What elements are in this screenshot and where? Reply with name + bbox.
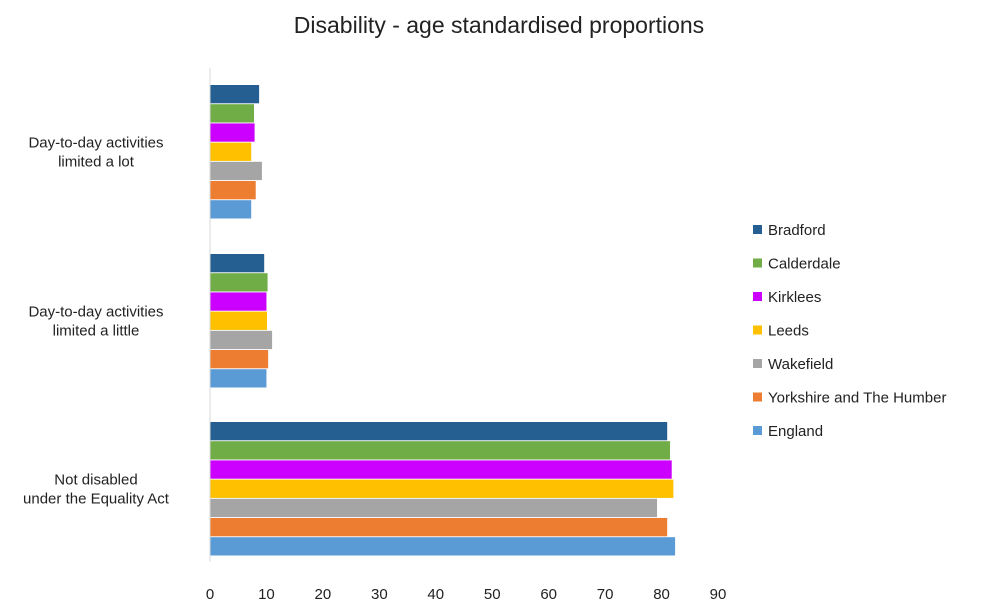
legend-label-wakefield: Wakefield bbox=[768, 356, 833, 373]
legend-swatch-yorkshire-and-the-humber bbox=[753, 392, 762, 402]
x-tick-label: 10 bbox=[258, 586, 275, 602]
legend-swatch-england bbox=[753, 426, 762, 435]
category-labels: Day-to-day activities limited a lot Day-to… bbox=[23, 135, 170, 508]
bar-kirklees-2 bbox=[210, 460, 672, 479]
bar-leeds-0 bbox=[210, 142, 252, 161]
bar-yorkshire-and-the-humber-2 bbox=[210, 518, 668, 537]
x-tick-label: 30 bbox=[371, 586, 388, 602]
legend-swatch-leeds bbox=[753, 325, 762, 335]
x-tick-label: 70 bbox=[597, 586, 614, 602]
x-tick-label: 80 bbox=[653, 586, 670, 602]
bar-calderdale-1 bbox=[210, 273, 268, 292]
x-tick-label: 90 bbox=[710, 586, 727, 602]
bar-kirklees-1 bbox=[210, 292, 267, 311]
category-label: Not disabled under the Equality Act bbox=[23, 472, 170, 508]
x-tick-label: 60 bbox=[540, 586, 557, 602]
legend-label-bradford: Bradford bbox=[768, 222, 826, 239]
bar-kirklees-0 bbox=[210, 123, 255, 142]
x-tick-label: 0 bbox=[206, 586, 214, 602]
bar-wakefield-0 bbox=[210, 161, 262, 181]
bar-england-2 bbox=[210, 537, 676, 556]
bar-wakefield-2 bbox=[210, 498, 658, 518]
bars-layer bbox=[210, 85, 676, 556]
x-tick-label: 50 bbox=[484, 586, 501, 602]
bar-bradford-2 bbox=[210, 422, 668, 441]
bar-leeds-1 bbox=[210, 311, 268, 330]
bar-yorkshire-and-the-humber-0 bbox=[210, 181, 256, 200]
legend: Bradford Calderdale Kirklees Leeds Wakefield… bbox=[753, 222, 946, 440]
x-axis-ticks: 0 10 20 30 40 50 60 70 80 90 bbox=[206, 586, 727, 602]
legend-label-england: England bbox=[768, 423, 823, 440]
legend-swatch-bradford bbox=[753, 225, 762, 234]
x-tick-label: 40 bbox=[427, 586, 444, 602]
legend-label-yorkshire-and-the-humber: Yorkshire and The Humber bbox=[768, 390, 946, 407]
bar-england-0 bbox=[210, 200, 252, 219]
legend-label-calderdale: Calderdale bbox=[768, 256, 841, 273]
bar-bradford-1 bbox=[210, 254, 265, 273]
legend-label-leeds: Leeds bbox=[768, 323, 809, 340]
bar-leeds-2 bbox=[210, 479, 674, 498]
chart-title: Disability - age standardised proportion… bbox=[293, 12, 705, 38]
bar-bradford-0 bbox=[210, 85, 260, 104]
legend-swatch-kirklees bbox=[753, 292, 762, 301]
bar-calderdale-2 bbox=[210, 441, 671, 460]
category-label: Day-to-day activities limited a little bbox=[28, 304, 163, 340]
legend-swatch-wakefield bbox=[753, 359, 762, 368]
x-tick-label: 20 bbox=[315, 586, 332, 602]
bar-calderdale-0 bbox=[210, 104, 255, 123]
bar-wakefield-1 bbox=[210, 330, 273, 350]
bar-england-1 bbox=[210, 369, 267, 388]
legend-swatch-calderdale bbox=[753, 258, 762, 268]
category-label: Day-to-day activities limited a lot bbox=[28, 135, 163, 171]
legend-label-kirklees: Kirklees bbox=[768, 289, 821, 306]
bar-yorkshire-and-the-humber-1 bbox=[210, 350, 269, 369]
